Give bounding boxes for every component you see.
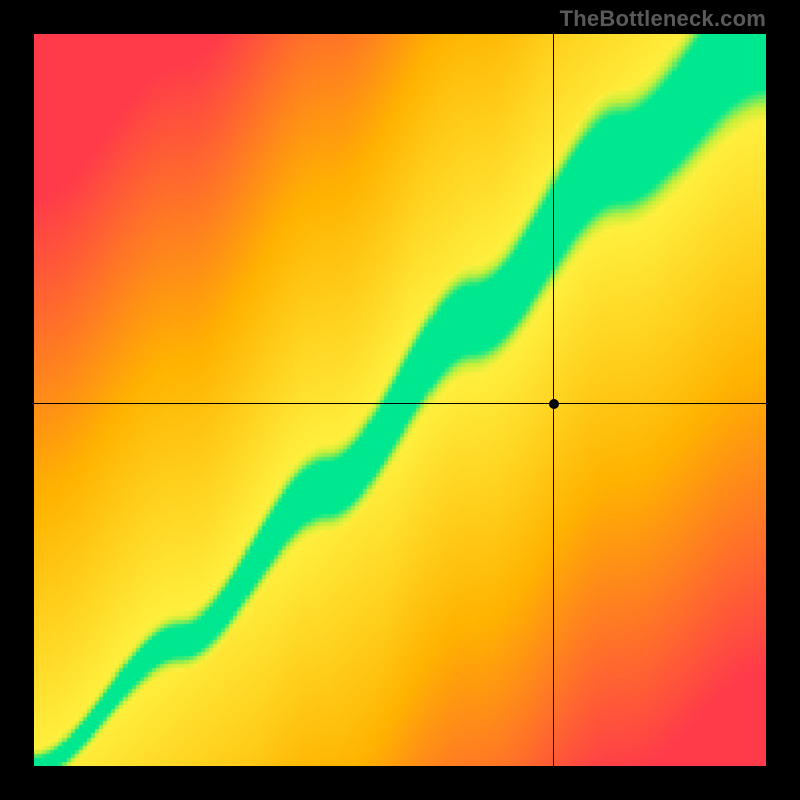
watermark-text: TheBottleneck.com	[560, 6, 766, 32]
crosshair-horizontal	[34, 403, 766, 404]
chart-container: TheBottleneck.com	[0, 0, 800, 800]
heatmap-canvas	[34, 34, 766, 766]
marker-dot	[549, 399, 559, 409]
